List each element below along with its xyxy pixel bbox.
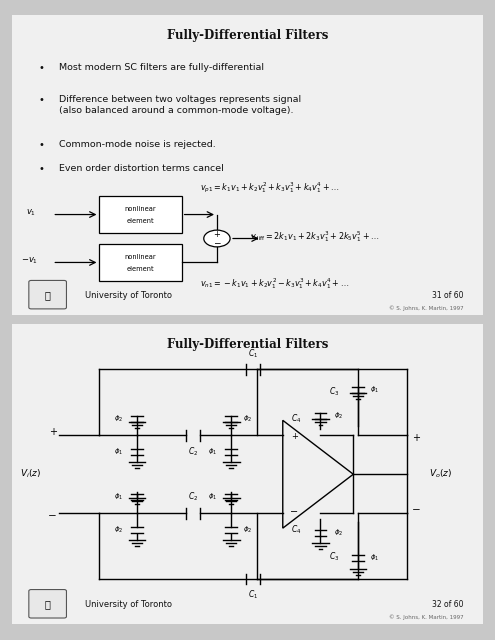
Text: $C_3$: $C_3$ — [329, 550, 339, 563]
FancyBboxPatch shape — [29, 280, 66, 309]
Circle shape — [204, 230, 230, 247]
Text: $v_{p1} = k_1v_1 + k_2v_1^2 + k_3v_1^3 + k_4v_1^4 + \ldots$: $v_{p1} = k_1v_1 + k_2v_1^2 + k_3v_1^3 +… — [200, 180, 340, 195]
Text: $\phi_2$: $\phi_2$ — [243, 413, 252, 424]
Text: University of Toronto: University of Toronto — [85, 291, 172, 300]
Text: −: − — [291, 507, 298, 516]
Text: University of Toronto: University of Toronto — [85, 600, 172, 609]
Text: $C_1$: $C_1$ — [248, 348, 258, 360]
Text: 31 of 60: 31 of 60 — [432, 291, 464, 300]
Text: $C_3$: $C_3$ — [329, 386, 339, 398]
Text: Fully-Differential Filters: Fully-Differential Filters — [167, 29, 328, 42]
Text: $\phi_2$: $\phi_2$ — [335, 527, 344, 538]
Text: © S. Johns, K. Martin, 1997: © S. Johns, K. Martin, 1997 — [389, 614, 464, 620]
Text: $C_4$: $C_4$ — [291, 524, 301, 536]
Text: $V_i(z)$: $V_i(z)$ — [20, 468, 41, 481]
Text: Common-mode noise is rejected.: Common-mode noise is rejected. — [59, 140, 216, 148]
Text: +: + — [412, 433, 420, 444]
Text: $\phi_1$: $\phi_1$ — [114, 447, 123, 457]
Text: $v_1$: $v_1$ — [26, 208, 36, 218]
Text: nonlinear: nonlinear — [125, 254, 156, 260]
Text: 🏛: 🏛 — [45, 290, 50, 300]
Text: $\phi_1$: $\phi_1$ — [208, 492, 217, 502]
Text: $-v_1$: $-v_1$ — [21, 256, 38, 266]
Text: $v_{n1} = -k_1v_1 + k_2v_1^2 - k_3v_1^3 + k_4v_1^4 + \ldots$: $v_{n1} = -k_1v_1 + k_2v_1^2 - k_3v_1^3 … — [200, 276, 350, 291]
FancyBboxPatch shape — [7, 12, 487, 318]
Text: •: • — [38, 140, 44, 150]
Text: •: • — [38, 95, 44, 105]
FancyBboxPatch shape — [29, 589, 66, 618]
FancyBboxPatch shape — [7, 321, 487, 627]
Text: +: + — [213, 230, 220, 239]
Text: $C_2$: $C_2$ — [188, 490, 198, 502]
Text: +: + — [291, 432, 298, 442]
Text: $\phi_1$: $\phi_1$ — [370, 385, 379, 396]
Text: −: − — [213, 238, 221, 247]
FancyBboxPatch shape — [99, 244, 182, 281]
Text: $\phi_2$: $\phi_2$ — [114, 413, 123, 424]
Text: $\phi_2$: $\phi_2$ — [114, 525, 123, 535]
Text: nonlinear: nonlinear — [125, 206, 156, 212]
Text: •: • — [38, 164, 44, 173]
Text: $v_\mathrm{diff} = 2k_1v_1 + 2k_3v_1^3 + 2k_5v_1^5 + \ldots$: $v_\mathrm{diff} = 2k_1v_1 + 2k_3v_1^3 +… — [250, 228, 379, 244]
FancyBboxPatch shape — [99, 196, 182, 233]
Text: Even order distortion terms cancel: Even order distortion terms cancel — [59, 164, 224, 173]
Text: $V_o(z)$: $V_o(z)$ — [429, 468, 452, 481]
Text: $C_2$: $C_2$ — [188, 446, 198, 458]
Text: $\phi_1$: $\phi_1$ — [114, 492, 123, 502]
Text: Fully-Differential Filters: Fully-Differential Filters — [167, 338, 328, 351]
Text: Most modern SC filters are fully-differential: Most modern SC filters are fully-differe… — [59, 63, 264, 72]
Text: $\phi_2$: $\phi_2$ — [335, 411, 344, 421]
Text: $\phi_1$: $\phi_1$ — [370, 553, 379, 563]
Text: −: − — [49, 511, 57, 521]
Text: $C_4$: $C_4$ — [291, 413, 301, 425]
Text: © S. Johns, K. Martin, 1997: © S. Johns, K. Martin, 1997 — [389, 305, 464, 311]
Text: $C_1$: $C_1$ — [248, 588, 258, 600]
Text: −: − — [412, 505, 421, 515]
Text: Difference between two voltages represents signal
(also balanced around a common: Difference between two voltages represen… — [59, 95, 301, 115]
Text: 32 of 60: 32 of 60 — [432, 600, 464, 609]
Text: +: + — [49, 428, 57, 437]
Text: •: • — [38, 63, 44, 74]
Text: 🏛: 🏛 — [45, 599, 50, 609]
Text: element: element — [127, 218, 154, 224]
Text: $\phi_1$: $\phi_1$ — [208, 447, 217, 457]
Text: $\phi_2$: $\phi_2$ — [243, 525, 252, 535]
Text: element: element — [127, 266, 154, 272]
